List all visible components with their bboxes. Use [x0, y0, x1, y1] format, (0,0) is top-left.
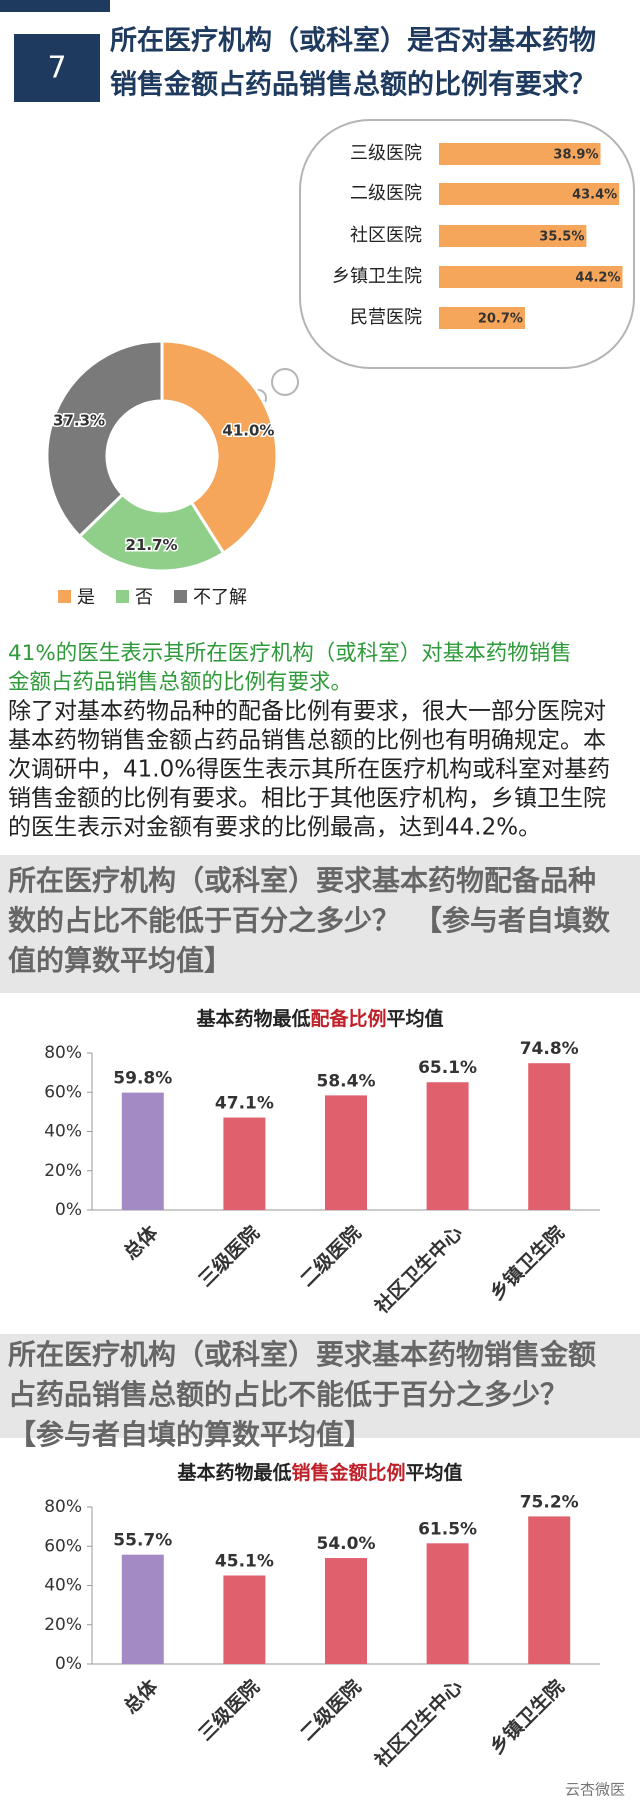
- value-label: 54.0%: [317, 1534, 376, 1554]
- y-tick-label: 60%: [44, 1536, 82, 1556]
- bar: [325, 1095, 367, 1210]
- section-band: [0, 1334, 640, 1438]
- paragraph-text: 销售金额的比例有要求。相比于其他医疗机构，乡镇卫生院: [8, 786, 606, 812]
- value-label: 59.8%: [113, 1069, 172, 1089]
- section-number: 7: [47, 51, 66, 86]
- x-tick-label: 乡镇卫生院: [485, 1221, 568, 1304]
- y-tick-label: 40%: [44, 1576, 82, 1596]
- category-label: 民营医院: [350, 307, 422, 328]
- x-tick-label: 三级医院: [194, 1675, 264, 1745]
- x-tick-label: 总体: [119, 1674, 163, 1718]
- value-label: 45.1%: [215, 1551, 274, 1571]
- x-tick-label: 总体: [119, 1220, 163, 1264]
- header-title: 销售金额占药品销售总额的比例有要求？: [110, 69, 596, 101]
- legend-label: 否: [135, 587, 153, 608]
- legend-swatch: [58, 590, 71, 603]
- value-label: 38.9%: [553, 148, 598, 163]
- bar: [121, 1554, 164, 1664]
- paragraph-text: 的医生表示对金额有要求的比例最高，达到44.2%。: [8, 815, 541, 841]
- value-label: 37.3%: [53, 412, 105, 430]
- pie-slice: [160, 339, 279, 556]
- highlight-text: 41%的医生表示其所在医疗机构（或科室）对基本药物销售: [8, 641, 572, 666]
- section-title: 【参与者自填的算数平均值】: [8, 1418, 372, 1451]
- value-label: 74.8%: [520, 1039, 579, 1059]
- category-label: 乡镇卫生院: [332, 266, 422, 287]
- bar: [223, 1117, 266, 1210]
- value-label: 41.0%: [222, 421, 274, 439]
- y-tick-label: 60%: [44, 1082, 82, 1102]
- cloud-bubble: [271, 368, 299, 396]
- bar: [121, 1092, 164, 1210]
- section-title: 数的占比不能低于百分之多少？ 【参与者自填数: [8, 904, 611, 937]
- paragraph-text: 次调研中，41.0%得医生表示其所在医疗机构或科室对基药: [8, 757, 610, 783]
- category-label: 三级医院: [350, 143, 422, 164]
- section-title: 所在医疗机构（或科室）要求基本药物销售金额: [8, 1338, 596, 1371]
- value-label: 65.1%: [418, 1058, 477, 1078]
- y-tick-label: 20%: [44, 1161, 82, 1181]
- pie-slice: [77, 492, 226, 573]
- bar: [426, 1543, 469, 1664]
- paragraph-text: 除了对基本药物品种的配备比例有要求，很大一部分医院对: [8, 699, 606, 725]
- number-box: [14, 34, 100, 102]
- legend-label: 是: [77, 587, 95, 608]
- category-label: 社区医院: [350, 225, 422, 246]
- y-tick-label: 0%: [55, 1200, 82, 1220]
- value-label: 44.2%: [575, 271, 620, 286]
- chart-title-part: 平均值: [406, 1461, 463, 1484]
- watermark: 云杏微医: [565, 1781, 625, 1799]
- highlight-text: 金额占药品销售总额的比例有要求。: [8, 670, 352, 695]
- section-title: 占药品销售总额的占比不能低于百分之多少？: [8, 1378, 568, 1411]
- paragraph-text: 基本药物销售金额占药品销售总额的比例也有明确规定。本: [8, 728, 606, 754]
- x-tick-label: 社区卫生中心: [369, 1675, 467, 1773]
- legend-swatch: [116, 590, 129, 603]
- bar: [223, 1575, 266, 1664]
- value-label: 75.2%: [520, 1492, 579, 1512]
- bar: [439, 266, 623, 288]
- bar: [325, 1558, 367, 1664]
- top-bar: [0, 0, 110, 12]
- y-tick-label: 20%: [44, 1615, 82, 1635]
- bar: [439, 225, 587, 247]
- bar: [528, 1063, 571, 1210]
- section-title: 值的算数平均值】: [8, 944, 232, 977]
- chart-title: 基本药物最低销售金额比例平均值: [176, 1461, 462, 1484]
- y-tick-label: 40%: [44, 1122, 82, 1142]
- x-tick-label: 社区卫生中心: [369, 1221, 467, 1319]
- bar: [439, 143, 601, 165]
- y-tick-label: 80%: [44, 1497, 82, 1517]
- y-tick-label: 0%: [55, 1654, 82, 1674]
- value-label: 35.5%: [539, 230, 584, 245]
- y-tick-label: 80%: [44, 1043, 82, 1063]
- x-tick-label: 二级医院: [295, 1675, 365, 1745]
- legend-swatch: [174, 590, 187, 603]
- section-title: 所在医疗机构（或科室）要求基本药物配备品种: [8, 864, 596, 897]
- value-label: 20.7%: [478, 312, 523, 327]
- chart-title-part: 基本药物最低: [195, 1007, 310, 1030]
- value-label: 43.4%: [572, 188, 617, 203]
- chart-title-part: 配备比例: [310, 1007, 386, 1030]
- bar: [426, 1082, 469, 1210]
- header-title: 所在医疗机构（或科室）是否对基本药物: [110, 25, 596, 57]
- bar: [528, 1516, 571, 1664]
- value-label: 55.7%: [113, 1531, 172, 1551]
- chart-title-part: 销售金额比例: [291, 1461, 405, 1484]
- legend-label: 不了解: [193, 587, 247, 608]
- x-tick-label: 二级医院: [295, 1221, 365, 1291]
- category-label: 二级医院: [350, 183, 422, 204]
- value-label: 58.4%: [317, 1071, 376, 1091]
- value-label: 61.5%: [418, 1519, 477, 1539]
- bar: [439, 307, 525, 329]
- x-tick-label: 乡镇卫生院: [485, 1675, 568, 1758]
- value-label: 21.7%: [126, 536, 178, 554]
- chart-title-part: 平均值: [387, 1007, 444, 1030]
- section-band: [0, 855, 640, 993]
- chart-title-part: 基本药物最低: [176, 1461, 291, 1484]
- chart-title: 基本药物最低配备比例平均值: [195, 1007, 443, 1030]
- pie-slice: [45, 339, 164, 539]
- value-label: 47.1%: [215, 1094, 274, 1114]
- x-tick-label: 三级医院: [194, 1221, 264, 1291]
- bar: [439, 183, 620, 205]
